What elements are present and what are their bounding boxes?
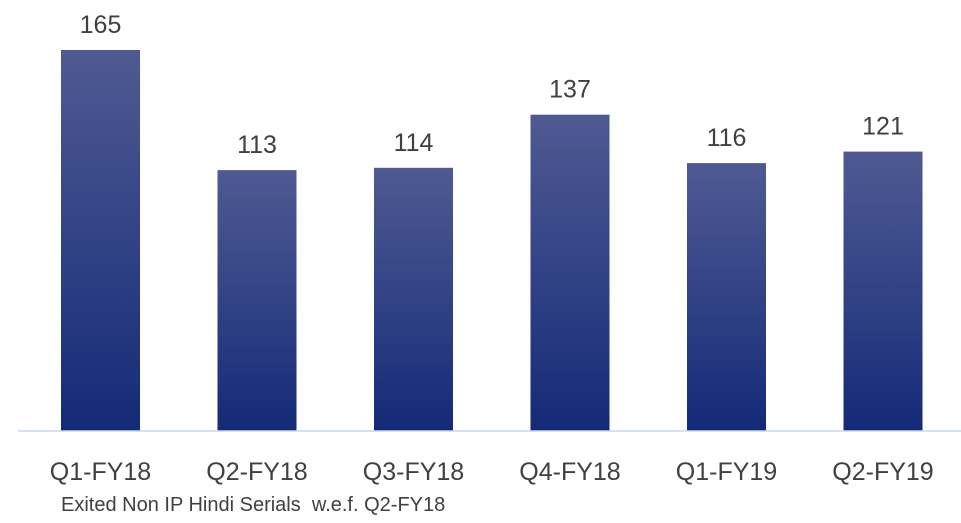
x-tick-labels-group: Q1-FY18 Q2-FY18 Q3-FY18 Q4-FY18 Q1-FY19 Q2-FY… <box>50 458 934 486</box>
data-label-q1-fy19: 116 <box>707 124 747 152</box>
x-tick-label-q3-fy18: Q3-FY18 <box>363 458 464 486</box>
bar-q2-fy18 <box>217 170 297 431</box>
bar-q2-fy19 <box>843 151 923 431</box>
data-labels-group: 165 113 114 137 116 121 <box>80 11 904 159</box>
bars-group <box>61 50 923 432</box>
bar-q1-fy19 <box>687 163 766 431</box>
data-label-q1-fy18: 165 <box>80 11 122 39</box>
bar-q4-fy18 <box>530 114 610 431</box>
data-label-q2-fy18: 113 <box>237 131 277 159</box>
data-label-q3-fy18: 114 <box>394 129 434 157</box>
x-tick-label-q1-fy18: Q1-FY18 <box>50 458 151 486</box>
bar-q3-fy18 <box>374 167 453 432</box>
bar-q1-fy18 <box>61 50 140 431</box>
footnote: Exited Non IP Hindi Serials w.e.f. Q2-FY… <box>61 494 446 516</box>
x-tick-label-q1-fy19: Q1-FY19 <box>676 458 777 486</box>
data-label-q4-fy18: 137 <box>549 76 591 104</box>
x-tick-label-q2-fy18: Q2-FY18 <box>206 458 307 486</box>
data-label-q2-fy19: 121 <box>862 113 904 141</box>
x-tick-label-q2-fy19: Q2-FY19 <box>832 458 933 486</box>
x-tick-label-q4-fy18: Q4-FY18 <box>519 458 620 486</box>
